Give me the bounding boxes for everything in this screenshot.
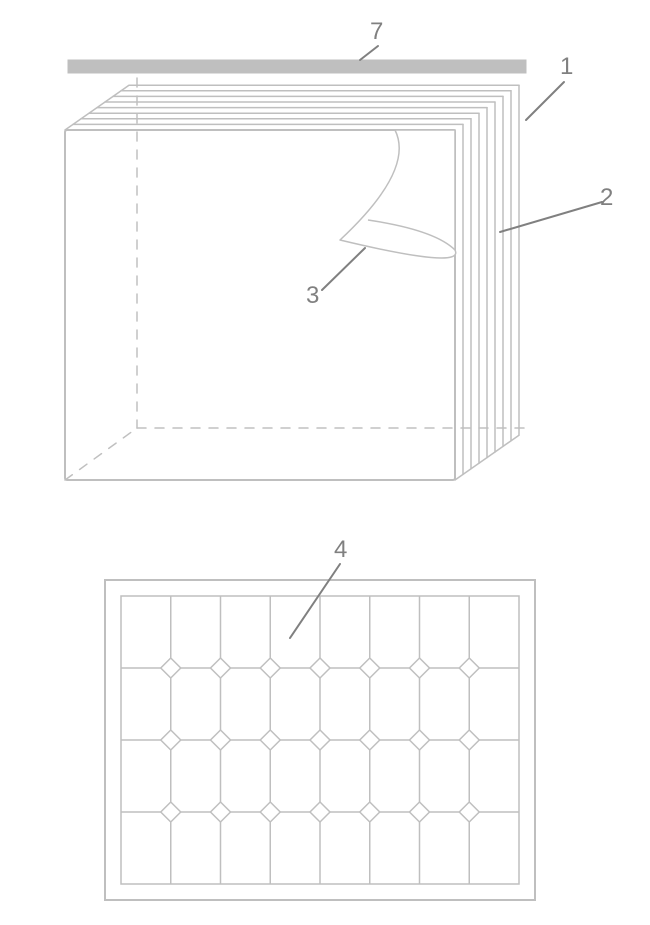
- diagram-stage: 1 2 3 4 7: [0, 0, 650, 925]
- callout-2: 2: [600, 184, 613, 212]
- diagram-svg: [0, 0, 650, 925]
- callout-1: 1: [560, 53, 573, 81]
- callout-3: 3: [306, 282, 319, 310]
- callout-7: 7: [370, 18, 383, 46]
- callout-4: 4: [334, 536, 347, 564]
